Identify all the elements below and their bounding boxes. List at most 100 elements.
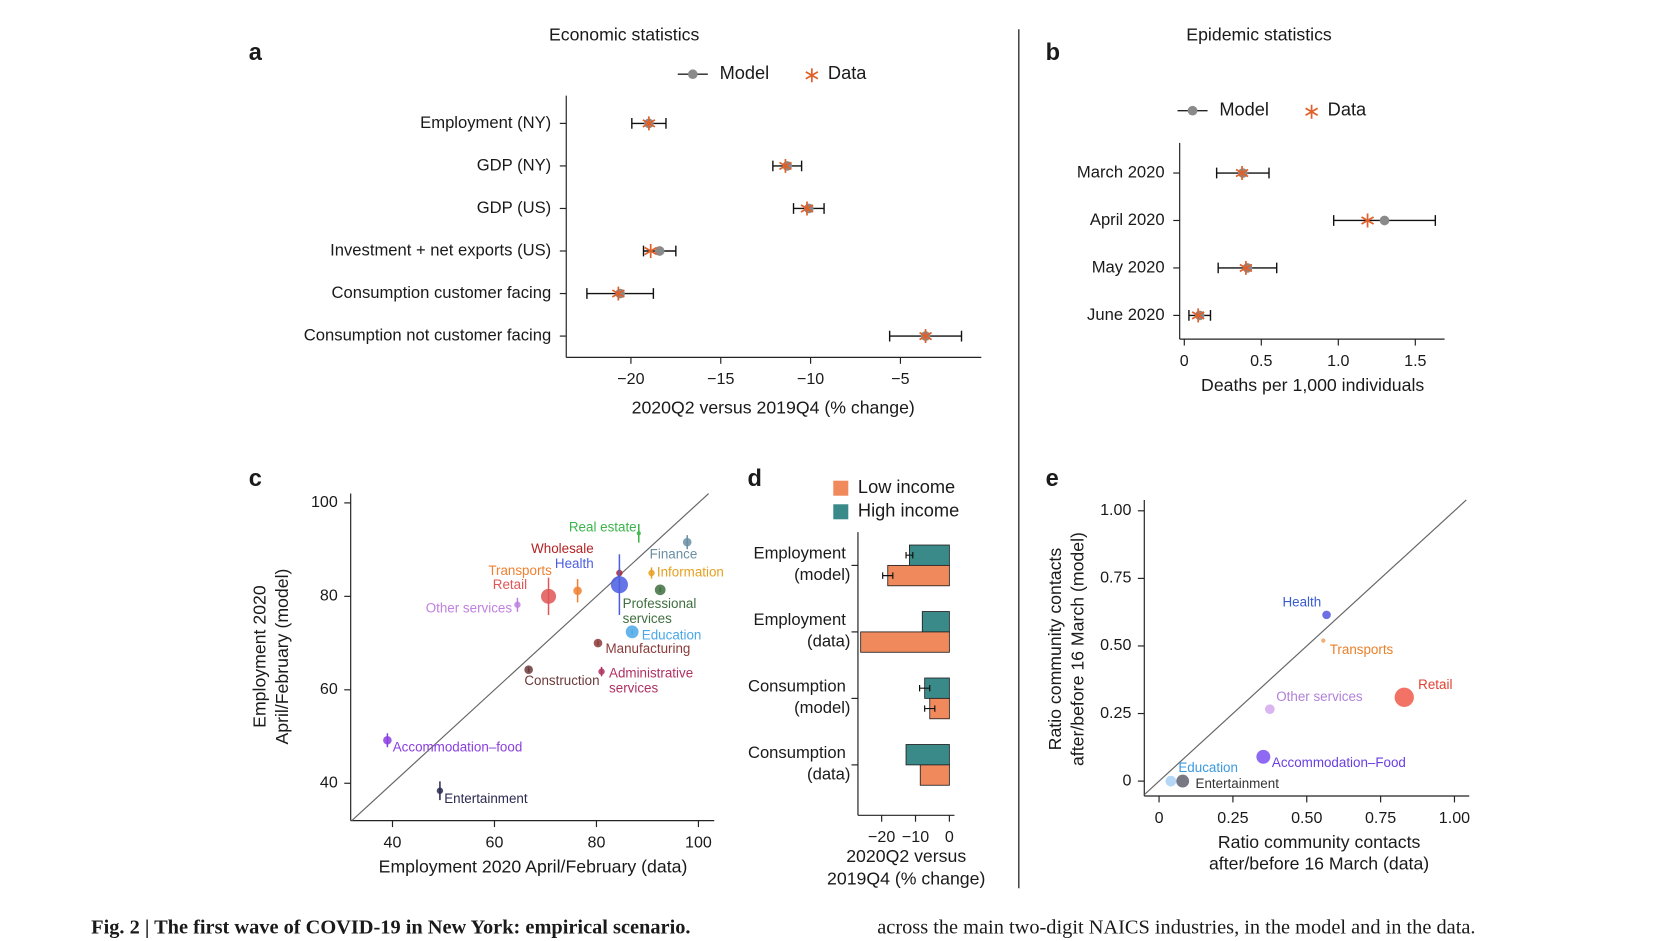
- legend-swatch: [833, 504, 849, 520]
- point-label: Information: [657, 565, 724, 580]
- point: [636, 531, 641, 536]
- point-label: Accommodation–food: [393, 739, 523, 754]
- y-tick-label: Consumption (model): [748, 677, 850, 717]
- x-tick-label: 40: [384, 833, 402, 851]
- error-bar: [918, 684, 931, 692]
- point-label: Education: [642, 628, 702, 643]
- point: [1321, 638, 1326, 643]
- error-bar: [924, 705, 936, 712]
- legend-marker: [687, 69, 698, 80]
- x-axis-label: Ratio community contacts: [1218, 832, 1421, 852]
- data-point: [800, 201, 814, 216]
- point: [1256, 749, 1271, 764]
- point: [1165, 775, 1177, 787]
- x-tick-label: 1.5: [1404, 352, 1426, 370]
- legend-marker: [805, 68, 819, 83]
- model-point: [654, 246, 665, 256]
- point: [625, 625, 639, 639]
- point-label: Entertainment: [1196, 776, 1280, 791]
- legend-label: Data: [1328, 99, 1367, 120]
- point-label: Education: [1178, 760, 1238, 775]
- y-tick-label: Employment (model): [754, 544, 851, 584]
- panel-title: Epidemic statistics: [1186, 24, 1332, 44]
- y-tick-label: Consumption not customer facing: [304, 325, 551, 344]
- point-label: Administrative services: [609, 665, 697, 695]
- y-tick-label: GDP (NY): [477, 155, 551, 174]
- point: [1265, 704, 1275, 715]
- legend-swatch: [833, 480, 849, 496]
- point-label: Health: [1282, 595, 1321, 610]
- panel-letter: c: [249, 465, 262, 491]
- point-label: Other services: [1276, 689, 1363, 704]
- y-axis-label: April/February (model): [272, 569, 292, 745]
- x-axis-label: 2020Q2 versus: [846, 846, 966, 866]
- y-tick-label: 0.50: [1100, 636, 1131, 654]
- identity-line: [351, 493, 710, 822]
- point: [573, 586, 582, 596]
- y-tick-label: GDP (US): [477, 198, 551, 217]
- point-label: Wholesale: [531, 541, 594, 556]
- x-tick-label: 0: [945, 828, 954, 846]
- point-label: Accommodation–Food: [1272, 755, 1406, 770]
- panel-letter: e: [1046, 465, 1059, 491]
- model-point: [1379, 215, 1390, 226]
- x-tick-label: 0: [1155, 809, 1164, 827]
- data-point: [1361, 213, 1375, 228]
- x-tick-label: 60: [486, 833, 504, 851]
- x-tick-label: −10: [902, 828, 929, 846]
- bar: [919, 764, 950, 786]
- y-tick-label: 0.25: [1100, 704, 1131, 722]
- y-tick-label: 100: [311, 493, 338, 511]
- legend-marker: [1187, 105, 1198, 116]
- point-label: Retail: [493, 577, 527, 592]
- y-axis-label: Ratio community contacts: [1045, 548, 1065, 751]
- y-tick-label: 1.00: [1100, 501, 1131, 519]
- x-tick-label: 1.00: [1439, 809, 1470, 827]
- point: [654, 584, 666, 596]
- panel-letter: b: [1046, 39, 1060, 65]
- data-point: [1235, 166, 1249, 181]
- y-tick-label: June 2020: [1087, 305, 1165, 324]
- x-tick-label: −5: [891, 370, 909, 388]
- legend-label: Low income: [858, 476, 955, 497]
- x-tick-label: 100: [685, 833, 712, 851]
- data-point: [1239, 260, 1253, 275]
- x-tick-label: 1.0: [1327, 352, 1349, 370]
- data-point: [778, 158, 792, 173]
- bar: [887, 564, 950, 587]
- x-axis-label: 2020Q2 versus 2019Q4 (% change): [632, 398, 915, 418]
- data-point: [644, 244, 658, 258]
- y-tick-label: 40: [320, 774, 338, 792]
- x-tick-label: 0.25: [1217, 809, 1248, 827]
- data-point: [919, 329, 933, 344]
- y-axis-label: after/before 16 March (model): [1068, 532, 1088, 766]
- y-tick-label: 0.75: [1100, 569, 1131, 587]
- y-tick-label: 80: [320, 587, 338, 605]
- x-tick-label: −15: [707, 370, 734, 388]
- y-tick-label: Consumption (data): [748, 744, 850, 784]
- point-label: Health: [555, 556, 594, 571]
- bar: [905, 744, 950, 766]
- error-bar: [905, 552, 914, 559]
- y-tick-label: Employment (NY): [420, 113, 551, 132]
- x-tick-label: −10: [797, 370, 824, 388]
- y-tick-label: Employment (data): [754, 611, 851, 651]
- x-axis-label: 2019Q4 (% change): [827, 868, 985, 888]
- point: [541, 588, 557, 604]
- point-label: Professional services: [623, 595, 700, 625]
- point-label: Manufacturing: [605, 641, 690, 656]
- point-label: Retail: [1418, 677, 1452, 692]
- point-label: Other services: [426, 601, 513, 616]
- point: [514, 601, 521, 608]
- point: [648, 569, 655, 577]
- x-axis-label: Employment 2020 April/February (data): [379, 857, 688, 877]
- x-tick-label: −20: [868, 828, 895, 846]
- legend-label: Model: [1219, 99, 1269, 120]
- x-tick-label: −20: [617, 370, 644, 388]
- legend-label: Data: [828, 62, 867, 83]
- panel-letter: d: [747, 465, 761, 491]
- legend-label: Model: [720, 62, 770, 83]
- y-tick-label: April 2020: [1090, 210, 1165, 229]
